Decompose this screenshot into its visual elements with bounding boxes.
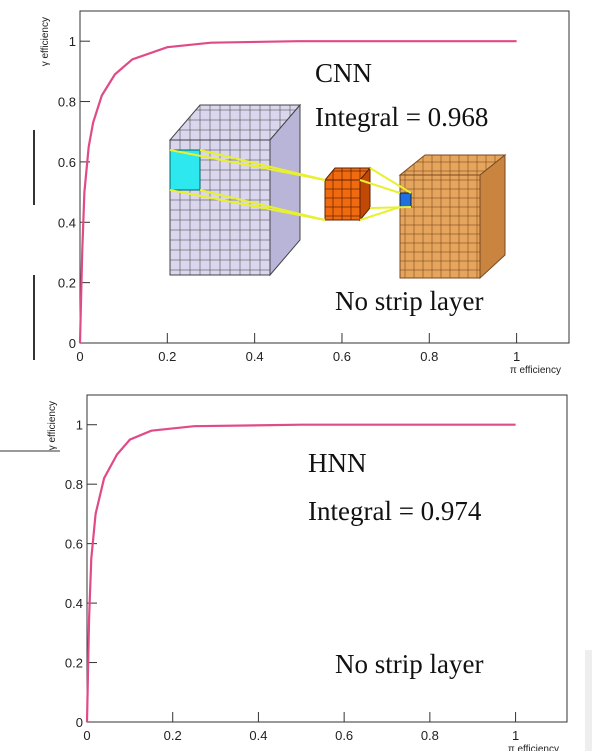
y-axis-title: γ efficiency [47, 401, 58, 450]
y-tick-label: 1 [69, 34, 76, 49]
x-tick-label: 0.4 [246, 349, 264, 364]
y-tick-label: 0.4 [65, 596, 83, 611]
annotation: HNN [308, 448, 367, 478]
edge-block [585, 650, 592, 751]
y-tick-label: 0.6 [65, 537, 83, 552]
y-tick-label: 0.8 [58, 95, 76, 110]
plot-frame [87, 395, 567, 722]
annotation: No strip layer [335, 649, 483, 679]
x-tick-label: 1 [512, 728, 519, 743]
annotation: Integral = 0.968 [315, 102, 488, 132]
x-tick-label: 0 [76, 349, 83, 364]
y-tick-label: 0.6 [58, 155, 76, 170]
x-tick-label: 0.8 [420, 349, 438, 364]
page: 00.20.40.60.8100.20.40.60.81π efficiency… [0, 0, 592, 751]
y-tick-label: 0.8 [65, 477, 83, 492]
annotation: CNN [315, 58, 372, 88]
y-tick-label: 0.2 [65, 656, 83, 671]
y-tick-label: 0.4 [58, 215, 76, 230]
y-axis-title: γ efficiency [40, 17, 51, 66]
annotation: Integral = 0.974 [308, 496, 482, 526]
x-tick-label: 0.2 [164, 728, 182, 743]
x-axis-title: π efficiency [508, 744, 559, 751]
annotation: No strip layer [335, 286, 483, 316]
y-tick-label: 0.2 [58, 276, 76, 291]
x-tick-label: 0 [83, 728, 90, 743]
y-tick-label: 0 [69, 336, 76, 351]
y-tick-label: 0 [76, 715, 83, 730]
x-axis-title: π efficiency [510, 365, 561, 376]
x-tick-label: 0.6 [333, 349, 351, 364]
x-tick-label: 0.2 [158, 349, 176, 364]
x-tick-label: 0.4 [249, 728, 267, 743]
y-tick-label: 1 [76, 418, 83, 433]
x-tick-label: 0.8 [421, 728, 439, 743]
x-tick-label: 0.6 [335, 728, 353, 743]
x-tick-label: 1 [513, 349, 520, 364]
